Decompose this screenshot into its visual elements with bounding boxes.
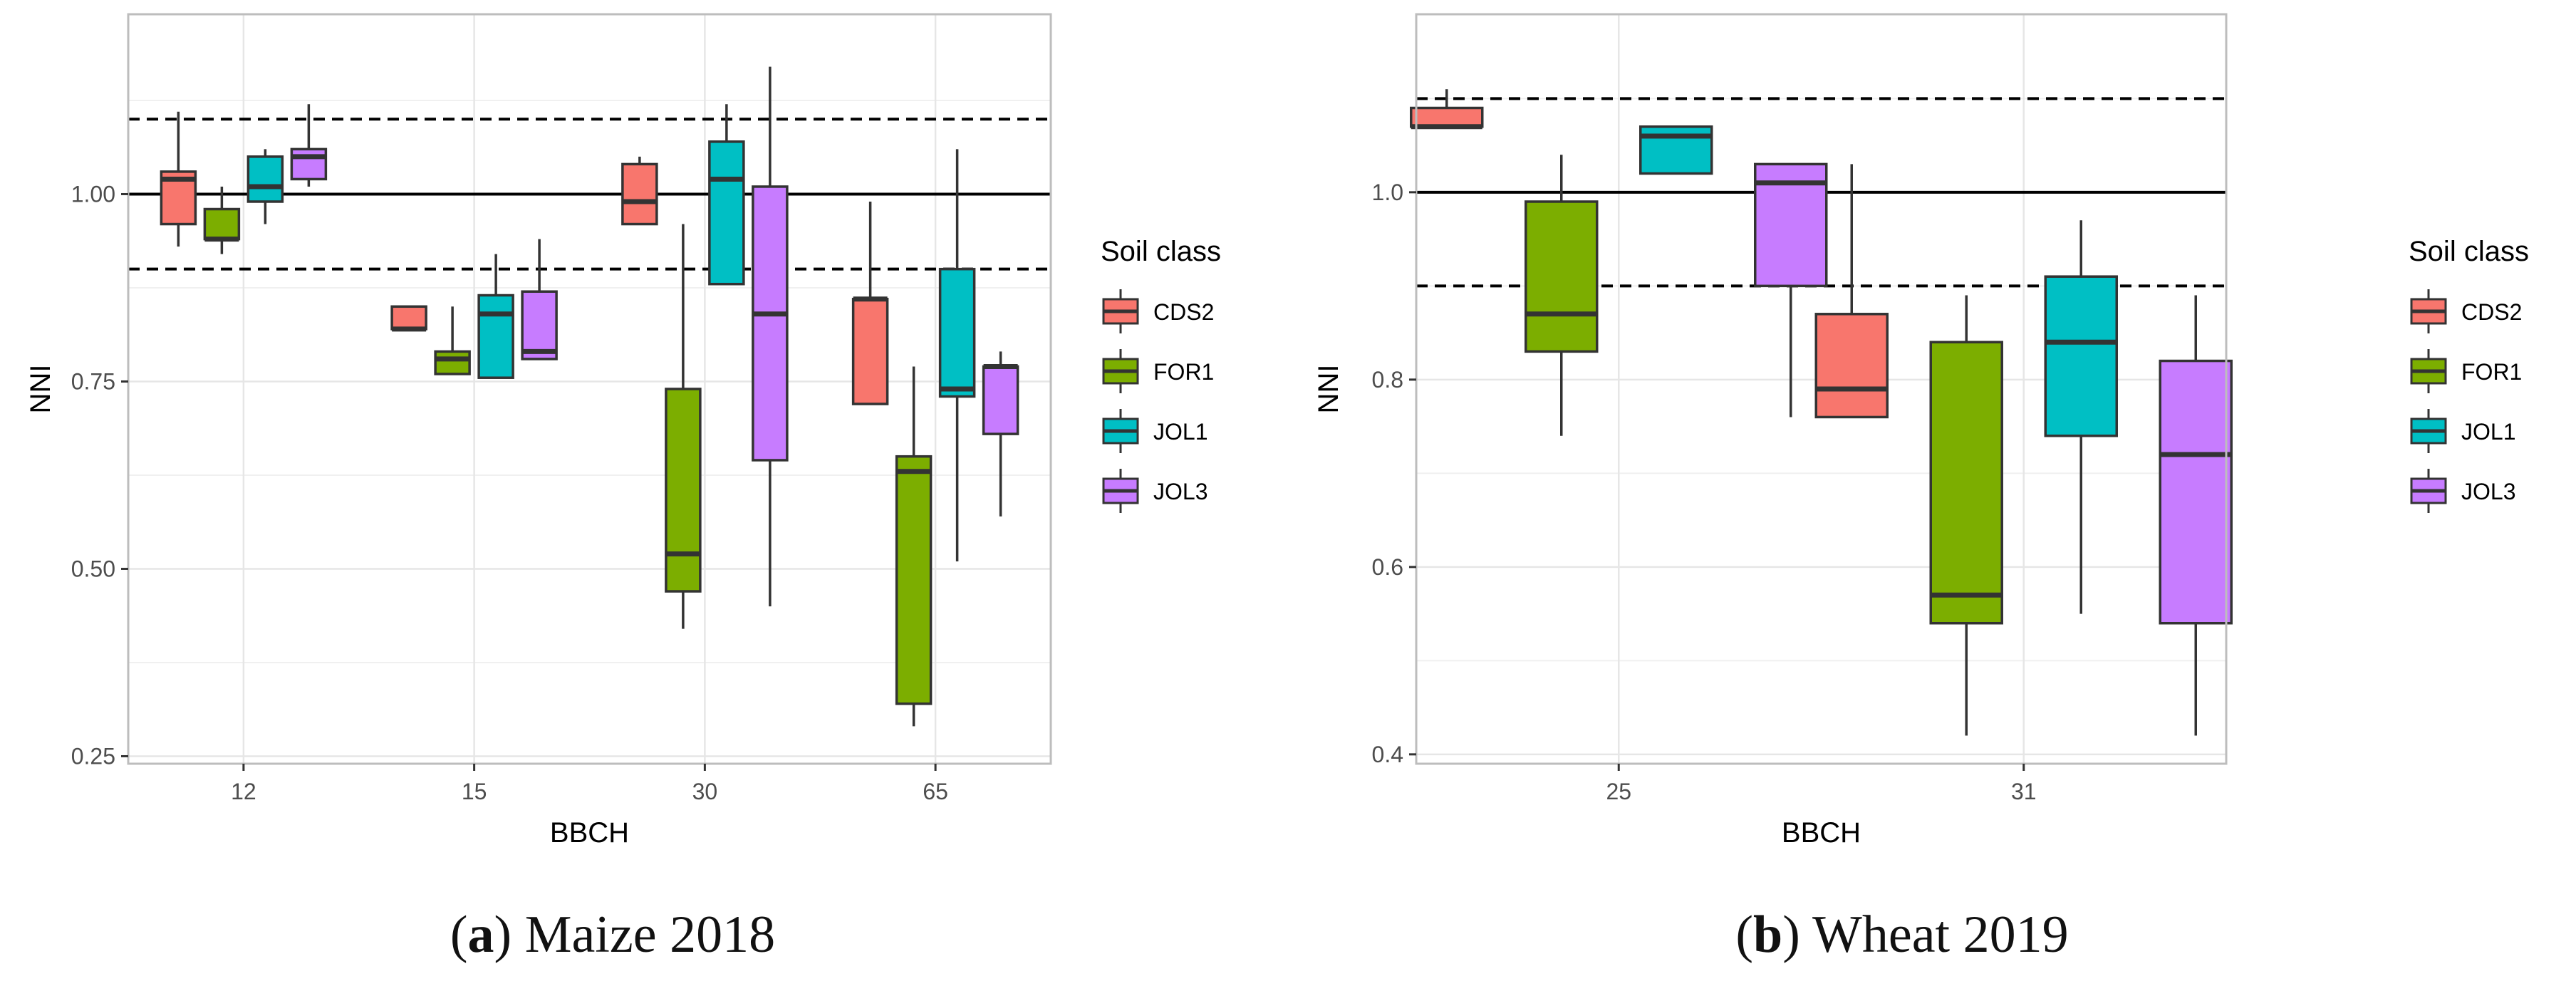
charta-y-axis-title: NNI [25,365,56,414]
charta-legend-label-for1: FOR1 [1153,359,1214,385]
caption-a: (a) Maize 2018 [450,905,776,964]
charta-box-jol3-15 [521,290,558,360]
chartb-x-tick-label: 31 [2011,779,2037,804]
chartb-legend-label-jol1: JOL1 [2461,419,2515,445]
charta-box-jol3-12 [290,147,328,181]
chartb-x-axis-title: BBCH [1782,817,1861,849]
charta-x-tick-label: 12 [231,779,256,804]
charta-box-cds2-30 [621,162,658,226]
charta-y-tick-label: 0.75 [71,368,115,394]
charta-x-tick-label: 30 [692,779,718,804]
charta-box-for1-65 [895,455,933,705]
chartb-box-for1-31 [1929,341,2003,625]
chartb-panel-border [1415,13,2228,765]
chartb-legend-label-jol3: JOL3 [2461,479,2515,504]
charta-box-jol3-65 [982,365,1019,435]
charta-box-jol1-65 [938,267,976,398]
charta-box-jol1-15 [477,294,514,379]
chartb-box-cds2-25 [1410,106,1484,128]
maize-2018-chart: 0.25 0.50 0.75 1.00 12 15 30 65 BBCH NNI Soil clas… [25,13,1221,849]
chartb-y-tick-label: 1.0 [1372,180,1403,205]
charta-box-jol3-30 [752,185,789,462]
charta-y-tick-label: 1.00 [71,181,115,207]
charta-y-tick-label: 0.25 [71,743,115,769]
chartb-y-tick-label: 0.8 [1372,367,1403,393]
caption-b-letter: b [1753,905,1783,964]
caption-a-text: Maize 2018 [524,905,776,964]
chartb-y-tick-label: 0.4 [1372,742,1403,767]
caption-b-text: Wheat 2019 [1812,905,2069,964]
chartb-x-tick-label: 25 [1606,779,1631,804]
charta-y-tick-label: 0.50 [71,556,115,581]
charta-legend-title: Soil class [1101,236,1221,267]
charta-box-cds2-65 [851,298,889,405]
caption-a-letter: a [467,905,494,964]
charta-box-cds2-15 [390,305,427,331]
caption-b: (b) Wheat 2019 [1735,905,2069,964]
charta-box-for1-15 [434,350,471,375]
charta-legend-label-jol1: JOL1 [1153,419,1208,445]
chartb-y-tick-label: 0.6 [1372,554,1403,580]
chartb-box-for1-25 [1525,200,1599,353]
charta-box-jol1-12 [246,155,284,203]
charta-box-for1-12 [203,207,241,241]
charta-x-tick-label: 15 [462,779,487,804]
charta-legend-label-cds2: CDS2 [1153,299,1214,325]
chartb-box-cds2-31 [1814,313,1889,419]
chartb-legend-label-cds2: CDS2 [2461,299,2522,325]
chartb-y-axis-title: NNI [1313,365,1344,414]
chartb-box-jol1-31 [2044,275,2118,437]
charta-box-jol1-30 [708,140,745,286]
chartb-box-jol3-31 [2159,359,2233,625]
wheat-2019-chart: 0.4 0.6 0.8 1.0 25 31 BBCH NNI Soil class CDS2 FOR… [1313,13,2529,849]
charta-box-for1-30 [665,388,702,593]
chartb-legend-label-for1: FOR1 [2461,359,2522,385]
charta-panel-border [127,13,1052,765]
charta-legend-label-jol3: JOL3 [1153,479,1208,504]
charta-x-axis-title: BBCH [550,817,629,849]
charta-x-tick-label: 65 [923,779,948,804]
chartb-legend-title: Soil class [2409,236,2529,267]
